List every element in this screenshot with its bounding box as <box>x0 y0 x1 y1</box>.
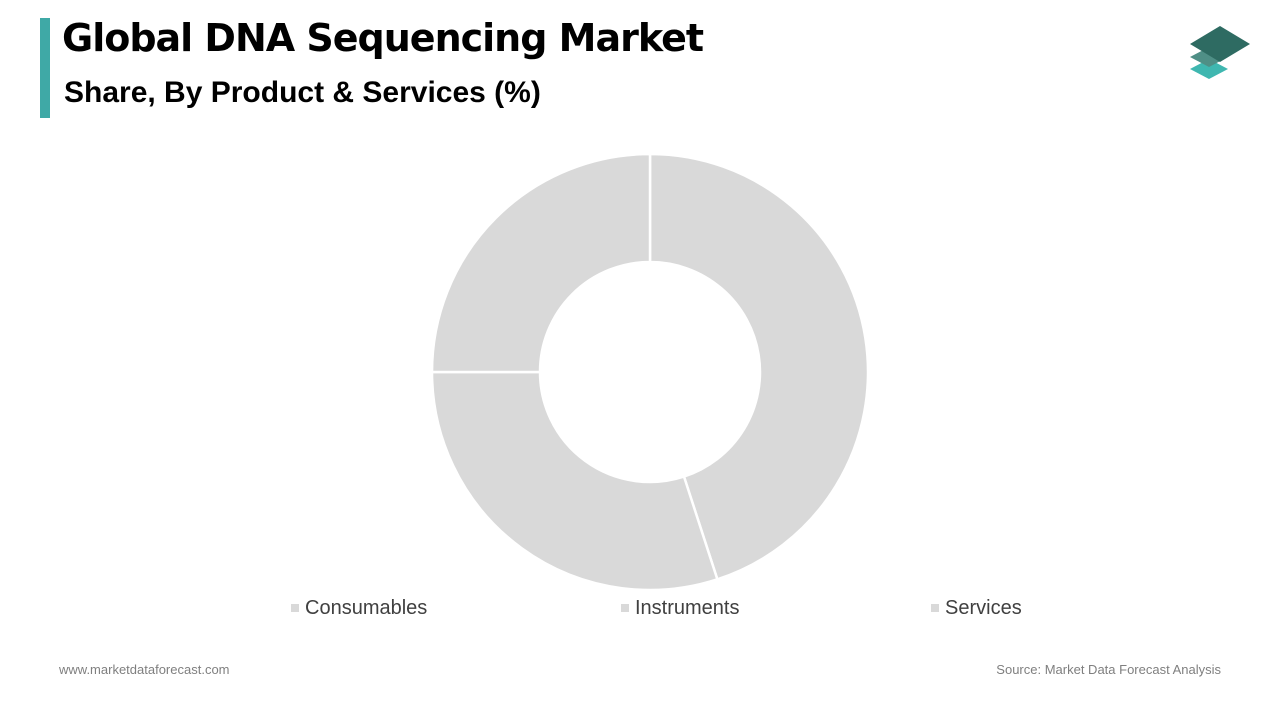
chart-legend: Consumables Instruments Services <box>0 596 1280 622</box>
donut-slice-consumables <box>648 152 870 581</box>
stacked-layers-icon <box>1190 26 1250 79</box>
title-accent-bar <box>40 18 50 118</box>
legend-label: Instruments <box>635 596 740 619</box>
legend-swatch <box>621 604 629 612</box>
legend-item-services: Services <box>931 596 1022 620</box>
legend-item-consumables: Consumables <box>291 596 427 620</box>
donut-chart <box>430 152 870 592</box>
donut-slice-services <box>430 152 652 374</box>
legend-item-instruments: Instruments <box>621 596 739 620</box>
legend-swatch <box>291 604 299 612</box>
page-title: Global DNA Sequencing Market <box>62 16 704 60</box>
donut-slice-instruments <box>430 370 719 592</box>
legend-label: Consumables <box>305 596 428 619</box>
source-note: Source: Market Data Forecast Analysis <box>996 662 1221 677</box>
website-url: www.marketdataforecast.com <box>59 662 230 677</box>
page-subtitle: Share, By Product & Services (%) <box>64 76 541 109</box>
legend-label: Services <box>945 596 1022 619</box>
legend-swatch <box>931 604 939 612</box>
